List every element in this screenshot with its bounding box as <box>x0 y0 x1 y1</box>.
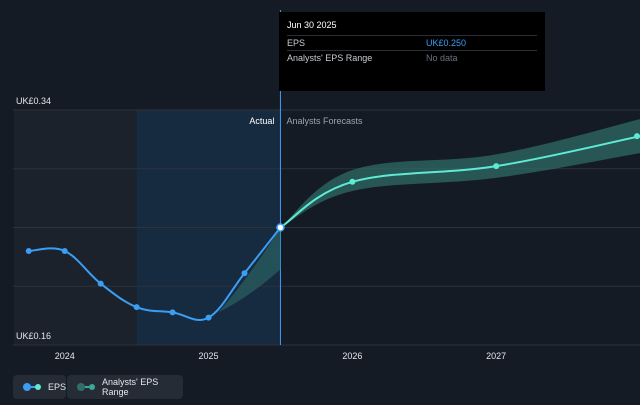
eps-point[interactable] <box>276 223 285 232</box>
tooltip-row-range: Analysts' EPS Range No data <box>287 50 537 65</box>
eps-legend-icon <box>23 383 41 391</box>
eps-point[interactable] <box>97 280 104 287</box>
y-tick-label-top: UK£0.34 <box>16 96 51 106</box>
legend-range-button[interactable]: Analysts' EPS Range <box>67 375 183 399</box>
eps-point[interactable] <box>133 304 140 311</box>
eps-point[interactable] <box>169 309 176 316</box>
forecast-point[interactable] <box>349 178 356 185</box>
tooltip-row-eps: EPS UK£0.250 <box>287 35 537 50</box>
eps-point[interactable] <box>61 248 68 254</box>
forecast-point[interactable] <box>493 163 500 170</box>
forecast-line <box>279 135 640 229</box>
x-tick-label: 2025 <box>199 351 219 361</box>
eps-low-projection <box>218 227 281 313</box>
range-legend-icon <box>77 383 95 391</box>
tooltip-range-label: Analysts' EPS Range <box>287 53 373 63</box>
tooltip-eps-label: EPS <box>287 38 306 48</box>
forecast-label: Analysts Forecasts <box>286 116 363 126</box>
x-tick-label: 2024 <box>55 351 75 361</box>
actual-label: Actual <box>249 116 274 126</box>
legend-range-label: Analysts' EPS Range <box>102 377 159 397</box>
y-tick-label-bottom: UK£0.16 <box>16 331 51 341</box>
analysts-eps-range-band <box>280 119 640 228</box>
forecast-point[interactable] <box>634 133 640 140</box>
x-tick-label: 2026 <box>342 351 362 361</box>
legend-eps-button[interactable]: EPS <box>13 375 66 399</box>
tooltip-range-value: No data <box>426 53 458 63</box>
eps-point[interactable] <box>205 314 212 321</box>
legend-eps-label: EPS <box>48 382 67 392</box>
tooltip-title: Jun 30 2025 <box>287 20 337 30</box>
eps-point[interactable] <box>241 270 248 277</box>
tooltip: Jun 30 2025 EPS UK£0.250 Analysts' EPS R… <box>279 12 545 91</box>
eps-line <box>28 226 282 321</box>
x-tick-label: 2027 <box>486 351 506 361</box>
tooltip-eps-value: UK£0.250 <box>426 38 467 48</box>
eps-point[interactable] <box>25 248 32 254</box>
